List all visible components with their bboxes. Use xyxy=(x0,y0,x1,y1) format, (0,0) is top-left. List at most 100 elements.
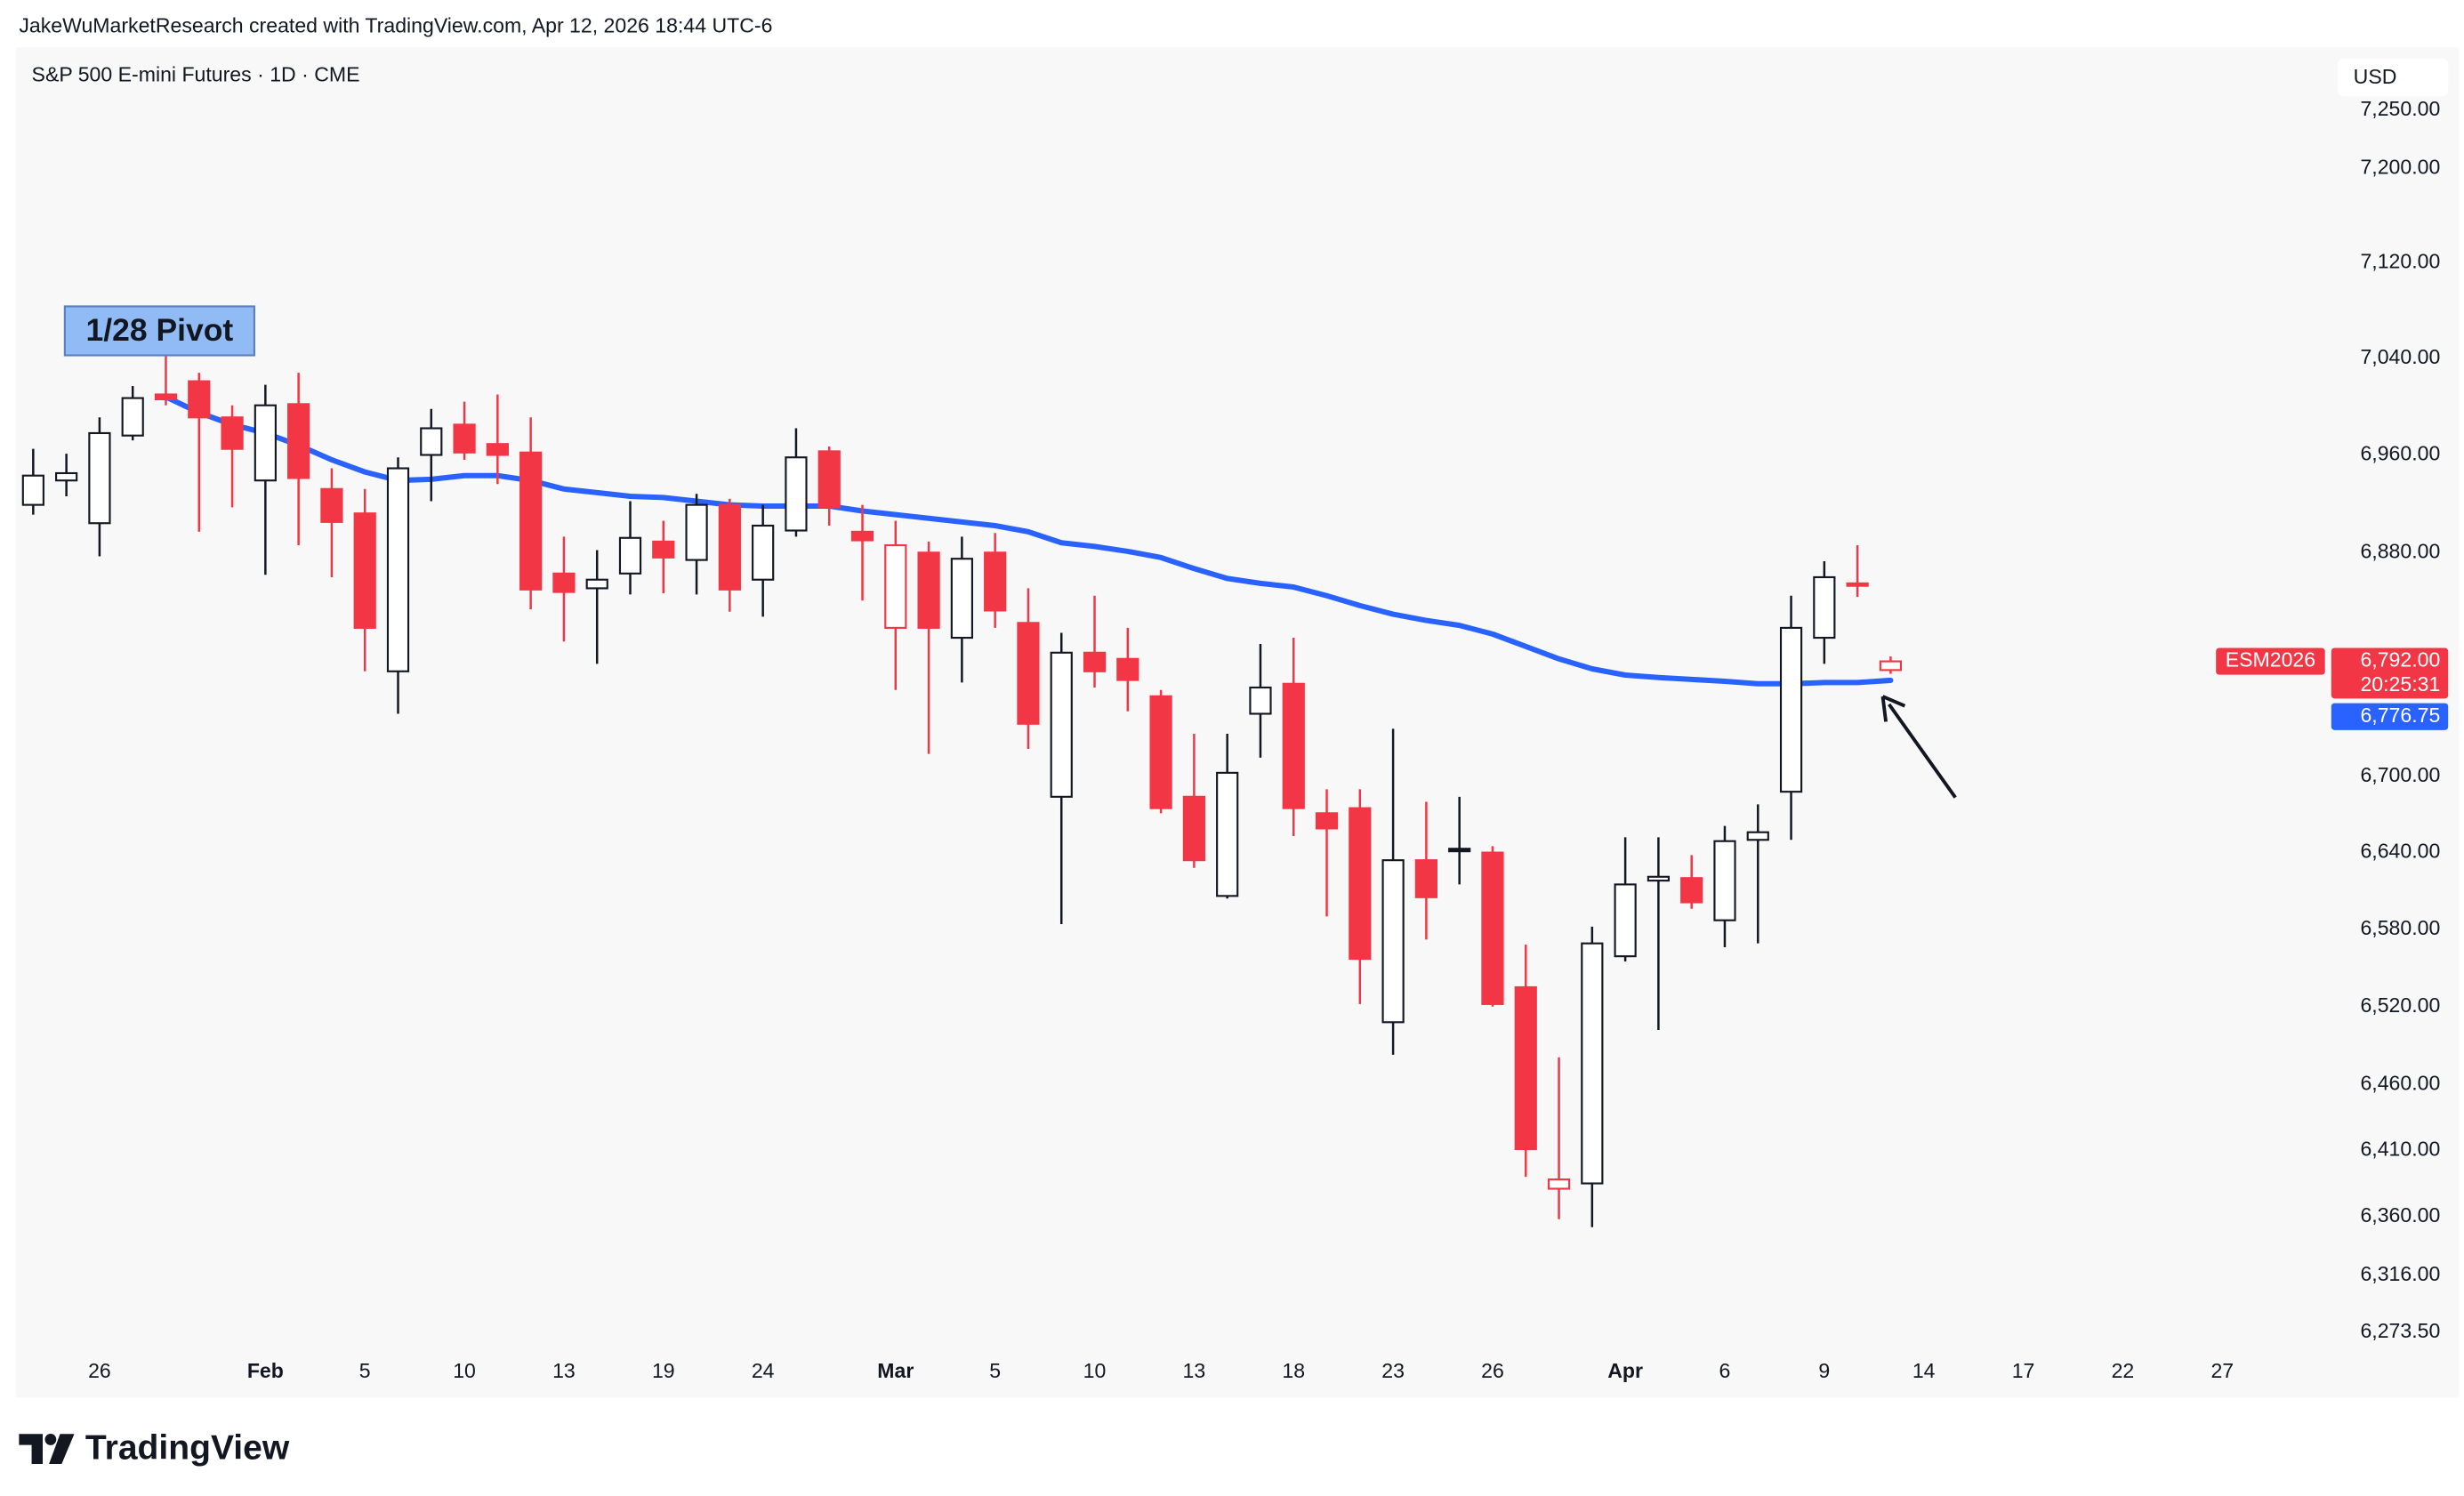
candle-body xyxy=(353,512,376,629)
candle-body xyxy=(55,471,78,482)
countdown: 20:25:31 xyxy=(2360,672,2440,696)
logo-slash xyxy=(49,1434,75,1464)
candle-body xyxy=(1182,795,1205,862)
brand-logo xyxy=(19,1434,75,1464)
symbol-tag xyxy=(2216,647,2325,675)
brand: TradingView xyxy=(85,1428,290,1467)
x-tick-label: Apr xyxy=(1607,1359,1643,1382)
y-tick-label: 6,700.00 xyxy=(2360,763,2440,786)
x-tick-label: 22 xyxy=(2112,1359,2135,1382)
candle-body xyxy=(1614,883,1637,958)
x-tick-label: 17 xyxy=(2012,1359,2035,1382)
candle-body xyxy=(188,380,211,419)
x-tick-label: 24 xyxy=(752,1359,775,1382)
x-tick-label: Feb xyxy=(247,1359,284,1382)
candle-body xyxy=(1713,840,1736,921)
candle-body xyxy=(950,558,973,639)
candle-body xyxy=(1249,686,1272,715)
price-tag xyxy=(2331,647,2449,699)
candle-body xyxy=(1647,875,1671,882)
candle-body xyxy=(1547,1178,1571,1190)
candle-body xyxy=(1581,942,1604,1185)
candle-body xyxy=(817,450,841,509)
x-tick-label: 9 xyxy=(1818,1359,1830,1382)
candle-body xyxy=(652,540,675,559)
chart-pane xyxy=(15,47,2460,1398)
symbol-label: ESM2026 xyxy=(2226,648,2315,672)
candle-body xyxy=(1813,575,1836,639)
candle-body xyxy=(1680,877,1703,904)
candle-body xyxy=(1414,859,1438,898)
candle-body xyxy=(585,578,608,590)
candle-body xyxy=(618,536,642,575)
x-tick-label: 19 xyxy=(652,1359,675,1382)
arrow-head xyxy=(1880,695,1906,722)
y-tick-label: 6,520.00 xyxy=(2360,993,2440,1017)
x-tick-label: Mar xyxy=(877,1359,914,1382)
candle-body xyxy=(21,474,44,506)
x-tick-label: 18 xyxy=(1282,1359,1305,1382)
candle-body xyxy=(1514,985,1537,1151)
candle-body xyxy=(1050,651,1073,798)
price-label: 6,792.00 xyxy=(2360,648,2440,672)
annotation-box xyxy=(63,305,255,357)
candle-body xyxy=(1017,622,1040,725)
time-axis: 26 Feb 5 10 13 19 24 Mar 5 10 13 18 23 26 Apr 6 9 14 17 22 2… xyxy=(88,1359,2234,1382)
candle-body xyxy=(519,451,543,591)
x-tick-label: 27 xyxy=(2210,1359,2234,1382)
x-tick-label: 13 xyxy=(1183,1359,1206,1382)
candle-body xyxy=(1779,626,1803,793)
currency-box xyxy=(2337,58,2449,97)
ma-line xyxy=(163,394,1894,687)
candle-body xyxy=(320,487,343,523)
currency: USD xyxy=(2354,65,2397,88)
y-tick-label: 6,273.50 xyxy=(2360,1319,2440,1342)
y-tick-label: 7,250.00 xyxy=(2360,97,2440,120)
candle-body xyxy=(1448,848,1471,853)
x-tick-label: 13 xyxy=(552,1359,576,1382)
candle-body xyxy=(1879,660,1903,672)
candle-body xyxy=(486,443,509,456)
y-tick-label: 7,200.00 xyxy=(2360,156,2440,179)
candle-body xyxy=(884,543,907,629)
candle-body xyxy=(785,456,808,532)
annotation-text: 1/28 Pivot xyxy=(86,312,234,348)
y-tick-label: 6,880.00 xyxy=(2360,539,2440,562)
x-tick-label: 26 xyxy=(88,1359,111,1382)
candle-body xyxy=(752,524,775,581)
x-tick-label: 5 xyxy=(989,1359,1001,1382)
y-tick-label: 6,580.00 xyxy=(2360,916,2440,939)
x-tick-label: 26 xyxy=(1481,1359,1504,1382)
y-tick-label: 7,040.00 xyxy=(2360,345,2440,368)
pivot-annotation: 1/28 Pivot xyxy=(63,305,255,357)
candle-body xyxy=(1282,682,1305,809)
y-tick-label: 6,460.00 xyxy=(2360,1072,2440,1095)
candle-body xyxy=(1846,582,1869,587)
candle-body xyxy=(917,551,940,629)
candle-body xyxy=(420,427,443,456)
candle-body xyxy=(685,503,708,561)
x-tick-label: 23 xyxy=(1381,1359,1405,1382)
candle-body xyxy=(984,551,1007,612)
candle-body xyxy=(254,404,277,482)
candle-body xyxy=(287,403,310,479)
candle-body xyxy=(718,503,741,591)
candle-body xyxy=(1315,812,1339,830)
candle-body xyxy=(1216,771,1239,897)
logo-dot xyxy=(44,1434,57,1445)
price-axis: 7,250.00 7,200.00 7,120.00 7,040.00 6,960.00… xyxy=(2360,97,2440,1342)
candle-body xyxy=(1116,657,1139,681)
candle-body xyxy=(1746,831,1769,841)
chart-title: S&P 500 E-mini Futures · 1D · CME xyxy=(32,62,360,85)
y-tick-label: 6,960.00 xyxy=(2360,442,2440,465)
candle-body xyxy=(386,467,410,672)
x-tick-label: 10 xyxy=(453,1359,476,1382)
candle-body xyxy=(1349,807,1372,961)
y-tick-label: 6,316.00 xyxy=(2360,1262,2440,1285)
candle-body xyxy=(221,416,244,450)
moving-average xyxy=(163,394,1894,687)
candle-body xyxy=(1381,859,1405,1024)
